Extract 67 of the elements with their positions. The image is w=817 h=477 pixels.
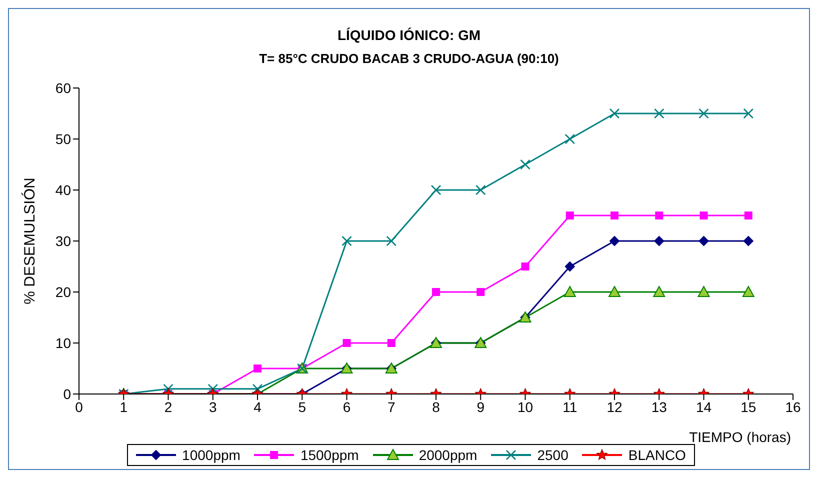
- point: [743, 108, 754, 119]
- point: [564, 286, 576, 297]
- legend-label: 1500ppm: [299, 447, 359, 463]
- point: [432, 288, 440, 296]
- point: [387, 339, 396, 347]
- point: [521, 262, 530, 270]
- point: [254, 364, 262, 372]
- y-tick-label: 60: [55, 80, 72, 96]
- point: [342, 339, 351, 347]
- point: [208, 384, 218, 394]
- point: [564, 262, 575, 272]
- legend-label: 1000ppm: [181, 447, 240, 463]
- point: [698, 286, 710, 297]
- x-tick-label: 10: [517, 398, 534, 415]
- y-tick-label: 40: [55, 182, 72, 198]
- x-tick-label: 9: [476, 398, 485, 415]
- point: [698, 236, 709, 246]
- point: [342, 236, 352, 246]
- point: [610, 236, 620, 246]
- x-tick-label: 7: [387, 398, 396, 415]
- y-tick-label: 10: [55, 334, 72, 351]
- y-tick-label: 20: [55, 284, 72, 300]
- point: [386, 236, 397, 246]
- point: [742, 286, 754, 297]
- chart-title: LÍQUIDO IÓNICO: GM: [336, 27, 482, 43]
- point: [566, 212, 574, 220]
- x-tick-label: 11: [562, 398, 578, 415]
- point: [564, 134, 576, 144]
- point: [610, 212, 618, 220]
- point: [252, 384, 263, 394]
- y-tick-label: 0: [63, 386, 72, 402]
- x-tick-label: 2: [164, 398, 172, 415]
- legend-label: BLANCO: [627, 447, 686, 463]
- point: [743, 236, 754, 246]
- x-tick-label: 1: [120, 398, 128, 415]
- point: [608, 286, 620, 297]
- point: [653, 286, 666, 297]
- legend-label: 2000ppm: [418, 447, 478, 463]
- x-tick-label: 14: [696, 398, 712, 415]
- point: [698, 108, 709, 119]
- x-axis-title: TIEMPO (horas): [689, 429, 791, 445]
- point: [520, 159, 530, 170]
- x-tick-label: 15: [740, 398, 756, 415]
- x-tick-label: 5: [298, 398, 306, 415]
- chart-subtitle: T= 85°C CRUDO BACAB 3 CRUDO-AGUA (90:10): [258, 51, 560, 66]
- point: [700, 212, 708, 220]
- y-tick-label: 30: [55, 232, 72, 249]
- point: [163, 384, 174, 394]
- point: [655, 212, 664, 220]
- point: [475, 184, 486, 196]
- x-tick-label: 12: [606, 398, 622, 415]
- x-tick-label: 0: [75, 398, 84, 415]
- point: [654, 236, 664, 246]
- y-axis-title: % DESEMULSIÓN: [20, 178, 38, 304]
- x-tick-label: 16: [785, 398, 801, 415]
- x-tick-label: 6: [342, 398, 351, 415]
- point: [609, 108, 620, 119]
- point: [476, 288, 485, 296]
- legend-label: 2500: [536, 447, 568, 463]
- x-tick-label: 4: [254, 398, 262, 415]
- point: [744, 212, 752, 220]
- x-tick-label: 3: [208, 398, 217, 415]
- point: [654, 108, 664, 119]
- y-tick-label: 50: [55, 130, 72, 147]
- x-tick-label: 8: [432, 398, 440, 415]
- x-tick-label: 13: [651, 398, 668, 415]
- point: [430, 184, 442, 196]
